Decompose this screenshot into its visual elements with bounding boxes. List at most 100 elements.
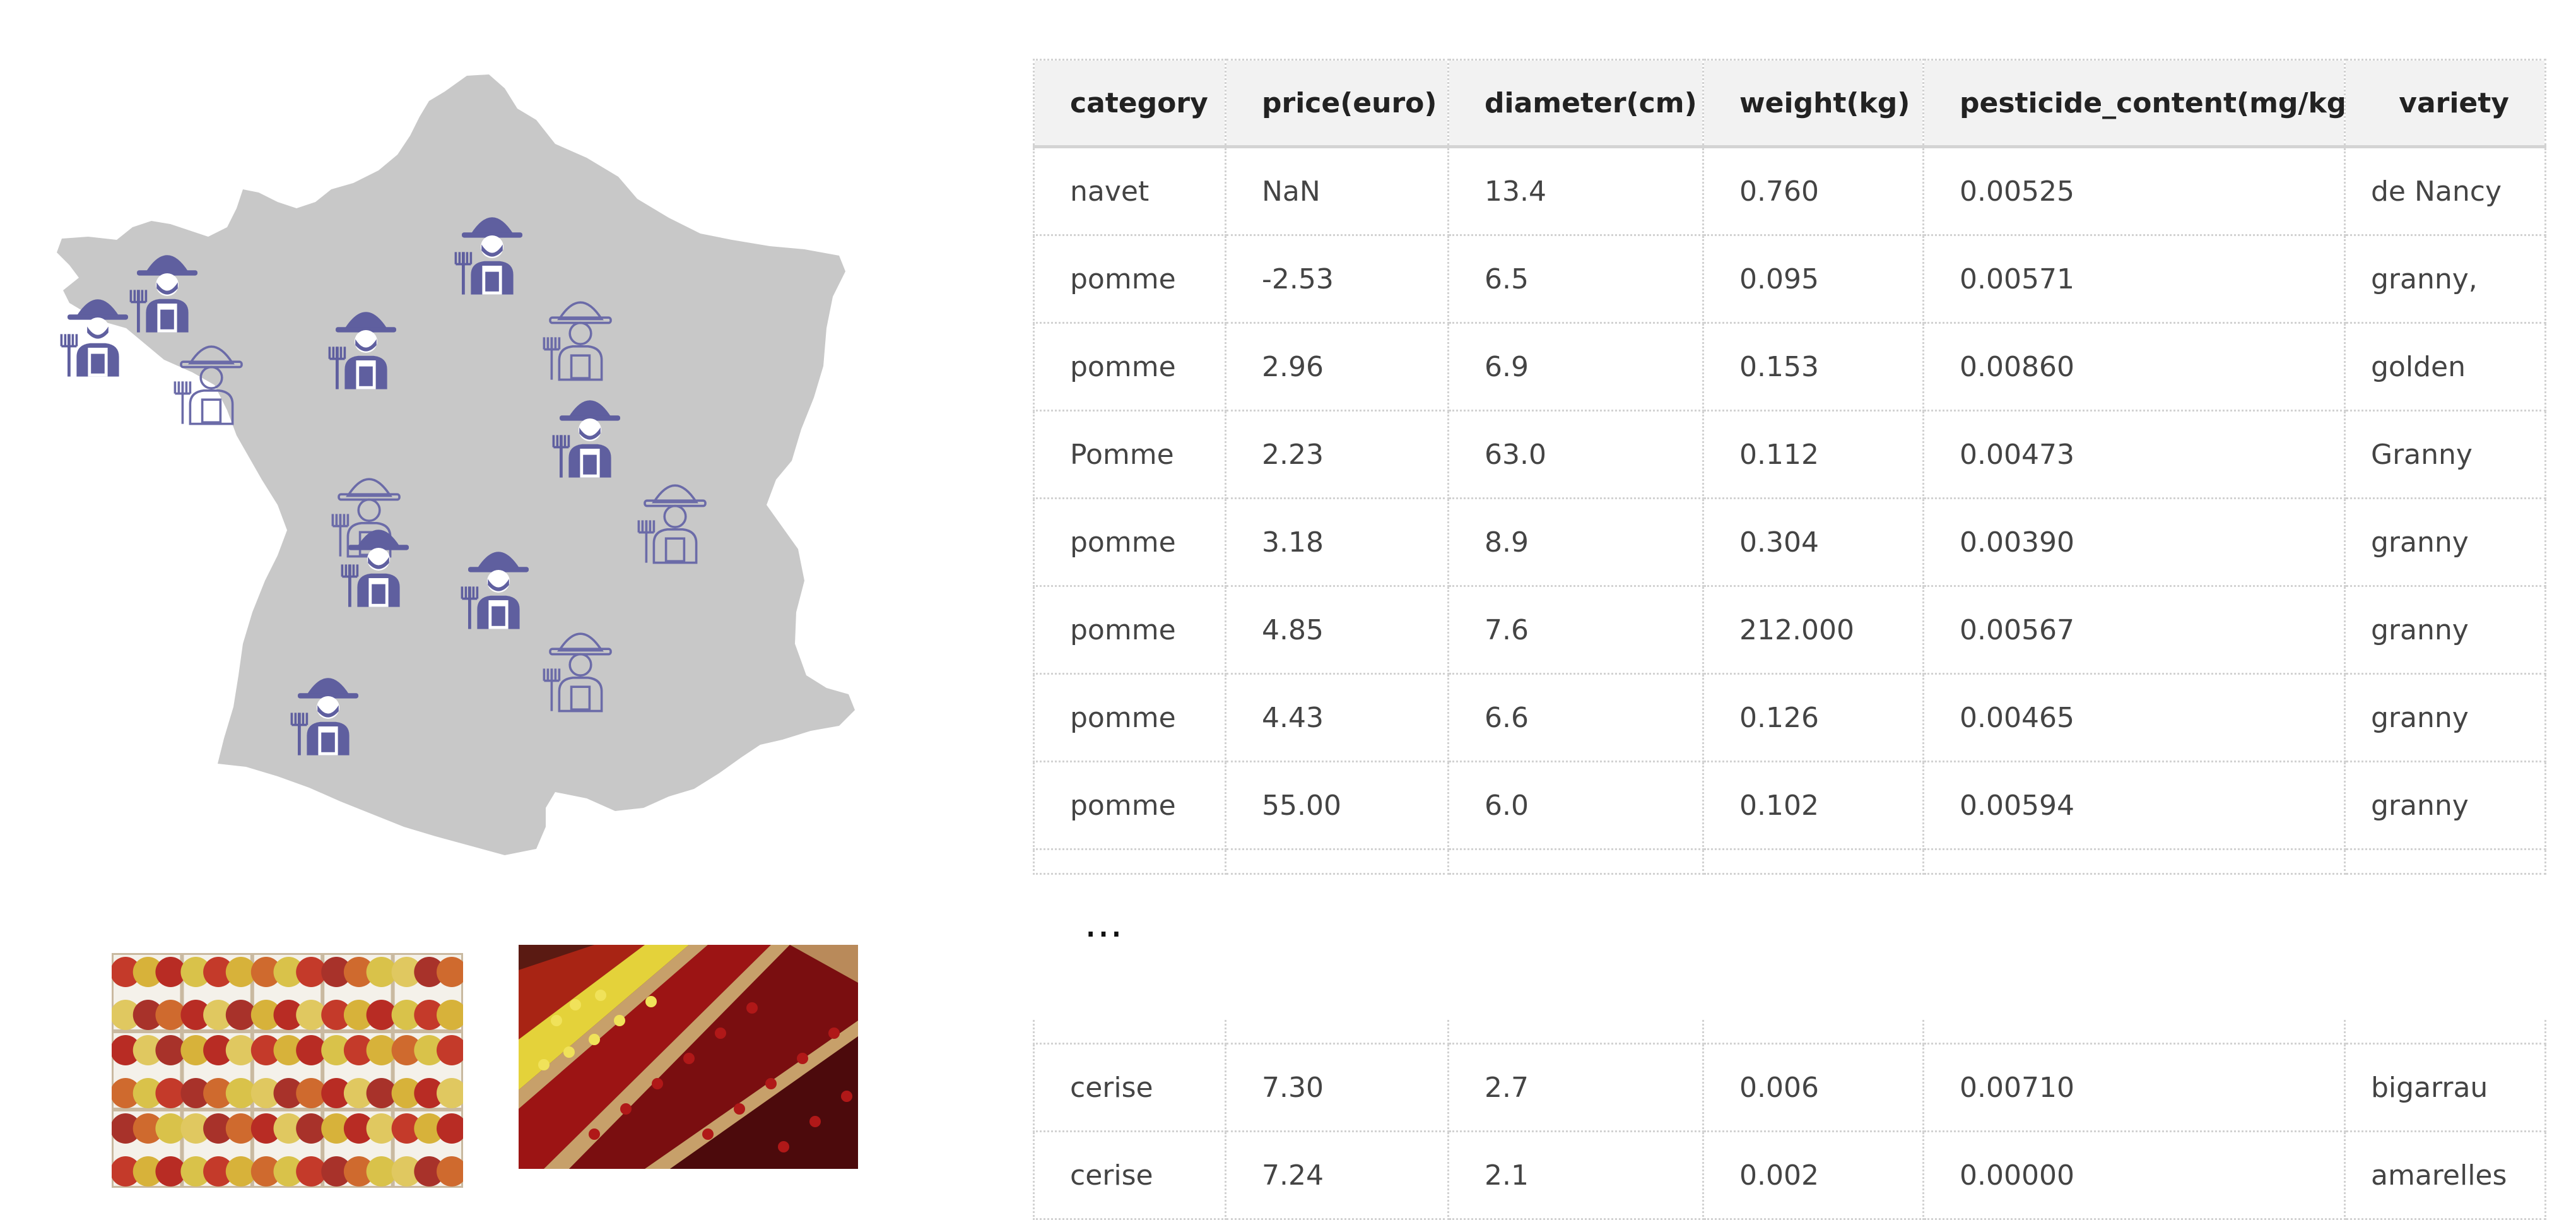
table-cell: 7.30 xyxy=(1225,1043,1449,1132)
table-cell: pomme xyxy=(1033,586,1226,675)
table-cell: granny xyxy=(2344,498,2546,587)
table-cell: 2.1 xyxy=(1448,1131,1704,1220)
table-cell: pomme xyxy=(1033,673,1226,762)
table-cell: 4.43 xyxy=(1225,673,1449,762)
table-row-partial xyxy=(1033,1020,2546,1045)
table-cell: 0.00000 xyxy=(1923,1131,2346,1220)
table-gap: ... xyxy=(1034,874,2546,1021)
table-row: pomme 4.43 6.6 0.126 0.00465 granny xyxy=(1033,673,2546,762)
table-cell: 0.00594 xyxy=(1923,761,2346,850)
table-row: cerise 7.30 2.7 0.006 0.00710 bigarrau xyxy=(1033,1043,2546,1132)
table-cell: cerise xyxy=(1033,1131,1226,1220)
apples-crates-image xyxy=(112,953,463,1188)
table-row: pomme 4.85 7.6 212.000 0.00567 granny xyxy=(1033,586,2546,675)
table-cell xyxy=(1703,1020,1924,1045)
table-cell xyxy=(1703,849,1924,875)
france-land xyxy=(57,74,855,855)
dataset-table: category price(euro) diameter(cm) weight… xyxy=(1033,59,2546,1220)
table-cell: 2.96 xyxy=(1225,323,1449,412)
table-cell: 2.7 xyxy=(1448,1043,1704,1132)
table-cell: Pomme xyxy=(1033,410,1226,499)
table-cell: de Nancy xyxy=(2344,146,2546,236)
dataset-table-container: category price(euro) diameter(cm) weight… xyxy=(1033,59,2546,1220)
column-header: category xyxy=(1033,59,1226,148)
table-cell xyxy=(1225,1020,1449,1045)
table-row: navet NaN 13.4 0.760 0.00525 de Nancy xyxy=(1033,146,2546,236)
table-cell: navet xyxy=(1033,146,1226,236)
table-cell: 0.112 xyxy=(1703,410,1924,499)
table-cell xyxy=(2344,849,2546,875)
column-header: variety xyxy=(2344,59,2546,148)
cherries-photo xyxy=(519,945,858,1169)
table-cell: 0.102 xyxy=(1703,761,1924,850)
table-cell: 212.000 xyxy=(1703,586,1924,675)
table-cell: NaN xyxy=(1225,146,1449,236)
table-row: cerise 7.24 2.1 0.002 0.00000 amarelles xyxy=(1033,1131,2546,1220)
cherries-crates-image xyxy=(519,945,858,1169)
table-cell: 3.18 xyxy=(1225,498,1449,587)
table-cell: 0.304 xyxy=(1703,498,1924,587)
table-cell: 0.00465 xyxy=(1923,673,2346,762)
table-cell: cerise xyxy=(1033,1043,1226,1132)
table-cell xyxy=(1033,849,1226,875)
table-cell: 0.002 xyxy=(1703,1131,1924,1220)
table-cell: 0.00473 xyxy=(1923,410,2346,499)
table-row: pomme 55.00 6.0 0.102 0.00594 granny xyxy=(1033,761,2546,850)
table-cell: 6.9 xyxy=(1448,323,1704,412)
table-cell: 6.5 xyxy=(1448,235,1704,324)
table-row-partial xyxy=(1033,849,2546,875)
table-row: Pomme 2.23 63.0 0.112 0.00473 Granny xyxy=(1033,410,2546,499)
table-row: pomme 3.18 8.9 0.304 0.00390 granny xyxy=(1033,498,2546,587)
table-row: pomme 2.96 6.9 0.153 0.00860 golden xyxy=(1033,323,2546,412)
france-map xyxy=(57,74,855,855)
table-cell: 4.85 xyxy=(1225,586,1449,675)
table-cell xyxy=(2344,1020,2546,1045)
table-cell: 8.9 xyxy=(1448,498,1704,587)
table-cell xyxy=(1225,849,1449,875)
table-cell: pomme xyxy=(1033,235,1226,324)
column-header: weight(kg) xyxy=(1703,59,1924,148)
table-cell xyxy=(1923,849,2346,875)
table-cell: 13.4 xyxy=(1448,146,1704,236)
apples-photo xyxy=(112,953,463,1188)
table-cell: Granny xyxy=(2344,410,2546,499)
table-cell: 0.00710 xyxy=(1923,1043,2346,1132)
column-header: diameter(cm) xyxy=(1448,59,1704,148)
table-cell: 0.095 xyxy=(1703,235,1924,324)
table-cell: golden xyxy=(2344,323,2546,412)
table-cell: 0.00571 xyxy=(1923,235,2346,324)
table-header-row: category price(euro) diameter(cm) weight… xyxy=(1033,59,2546,148)
table-cell: 0.00390 xyxy=(1923,498,2346,587)
table-cell: 7.24 xyxy=(1225,1131,1449,1220)
table-cell xyxy=(1033,1020,1226,1045)
table-cell: 6.6 xyxy=(1448,673,1704,762)
table-cell: 7.6 xyxy=(1448,586,1704,675)
table-cell: granny xyxy=(2344,761,2546,850)
table-cell: bigarrau xyxy=(2344,1043,2546,1132)
table-cell: 55.00 xyxy=(1225,761,1449,850)
table-cell: 0.00860 xyxy=(1923,323,2346,412)
table-cell xyxy=(1923,1020,2346,1045)
table-cell: pomme xyxy=(1033,323,1226,412)
table-cell: 2.23 xyxy=(1225,410,1449,499)
table-cell: 0.00567 xyxy=(1923,586,2346,675)
table-cell: 0.760 xyxy=(1703,146,1924,236)
table-row: pomme -2.53 6.5 0.095 0.00571 granny, xyxy=(1033,235,2546,324)
table-cell: 0.006 xyxy=(1703,1043,1924,1132)
table-cell xyxy=(1448,1020,1704,1045)
table-cell: amarelles xyxy=(2344,1131,2546,1220)
table-cell: pomme xyxy=(1033,761,1226,850)
table-cell xyxy=(1448,849,1704,875)
table-cell: 63.0 xyxy=(1448,410,1704,499)
table-cell: granny, xyxy=(2344,235,2546,324)
column-header: pesticide_content(mg/kg) xyxy=(1923,59,2346,148)
table-cell: 0.00525 xyxy=(1923,146,2346,236)
table-ellipsis: ... xyxy=(1084,900,1123,947)
table-cell: 0.126 xyxy=(1703,673,1924,762)
table-cell: granny xyxy=(2344,673,2546,762)
table-cell: pomme xyxy=(1033,498,1226,587)
table-cell: 6.0 xyxy=(1448,761,1704,850)
column-header: price(euro) xyxy=(1225,59,1449,148)
table-cell: granny xyxy=(2344,586,2546,675)
table-cell: -2.53 xyxy=(1225,235,1449,324)
